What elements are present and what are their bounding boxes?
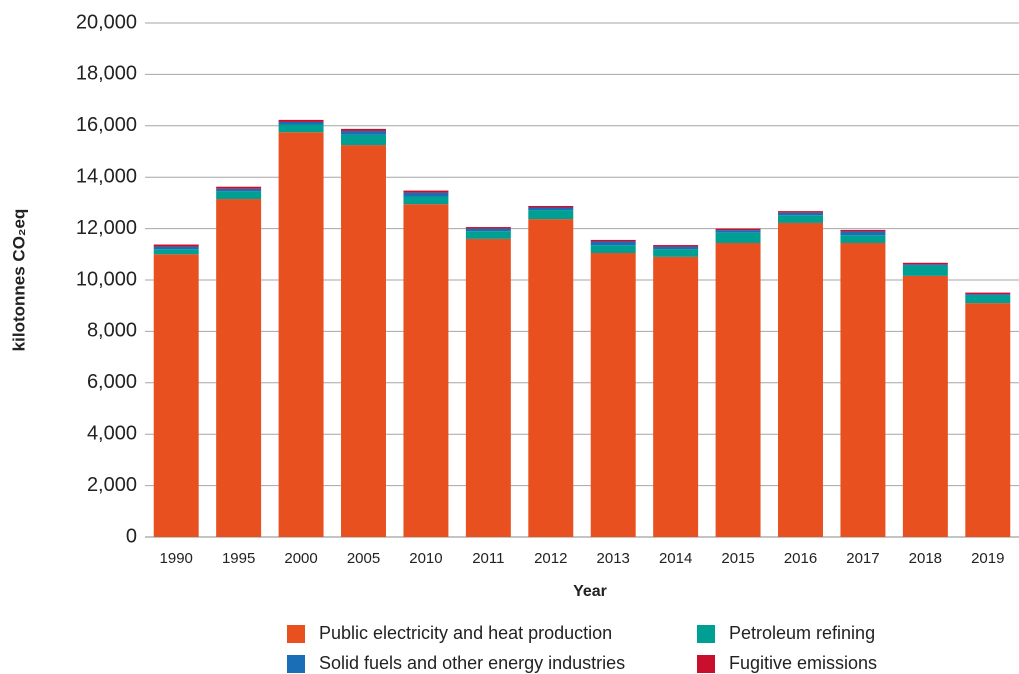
bar-segment bbox=[403, 204, 449, 537]
y-tick-label: 8,000 bbox=[87, 320, 137, 342]
bar-segment bbox=[341, 145, 386, 537]
x-tick-label: 2012 bbox=[534, 550, 567, 567]
bar-segment bbox=[278, 132, 324, 537]
bar-segment bbox=[653, 245, 699, 247]
bar-segment bbox=[965, 303, 1011, 537]
y-tick-label: 20,000 bbox=[76, 11, 137, 33]
bar-segment bbox=[528, 207, 574, 211]
bar-segment bbox=[902, 275, 948, 537]
legend-label: Petroleum refining bbox=[729, 623, 875, 643]
x-tick-label: 2016 bbox=[784, 550, 817, 567]
bar-segment bbox=[965, 295, 1011, 304]
y-tick-label: 18,000 bbox=[76, 63, 137, 85]
x-tick-label: 2000 bbox=[284, 550, 317, 567]
bar-segment bbox=[902, 265, 948, 276]
bar-segment bbox=[590, 241, 636, 246]
bar-segment bbox=[840, 229, 886, 232]
bar-segment bbox=[778, 211, 823, 213]
bar-segment bbox=[653, 246, 699, 250]
y-tick-label: 6,000 bbox=[87, 371, 137, 393]
y-tick-label: 12,000 bbox=[76, 217, 137, 239]
bar-segment bbox=[465, 228, 511, 232]
x-tick-label: 2013 bbox=[597, 550, 630, 567]
bar-segment bbox=[341, 134, 386, 146]
x-tick-label: 2018 bbox=[909, 550, 942, 567]
y-tick-label: 16,000 bbox=[76, 114, 137, 136]
bar-segment bbox=[590, 245, 636, 254]
bar-segment bbox=[216, 188, 262, 192]
bar-segment bbox=[465, 238, 511, 537]
bar-segment bbox=[840, 235, 886, 243]
x-tick-label: 2011 bbox=[472, 550, 504, 567]
y-axis-label: kilotonnes CO₂eq bbox=[9, 209, 28, 352]
bar-segment bbox=[840, 231, 886, 236]
bar-segment bbox=[528, 210, 574, 220]
legend-label: Solid fuels and other energy industries bbox=[319, 653, 625, 673]
y-tick-label: 14,000 bbox=[76, 165, 137, 187]
bar-segment bbox=[715, 230, 761, 233]
bar-segment bbox=[465, 227, 511, 229]
legend-swatch bbox=[697, 625, 715, 643]
x-tick-label: 2005 bbox=[347, 550, 380, 567]
bar-segment bbox=[528, 205, 574, 208]
x-tick-label: 1990 bbox=[160, 550, 193, 567]
x-tick-label: 2010 bbox=[409, 550, 442, 567]
x-tick-label: 2014 bbox=[659, 550, 692, 567]
legend-label: Public electricity and heat production bbox=[319, 623, 612, 643]
y-tick-label: 0 bbox=[126, 525, 137, 547]
bar-segment bbox=[216, 199, 262, 538]
bar-segment bbox=[278, 121, 324, 125]
legend-swatch bbox=[697, 655, 715, 673]
legend-label: Fugitive emissions bbox=[729, 653, 877, 673]
bar-segment bbox=[590, 239, 636, 242]
bar-segment bbox=[278, 124, 324, 133]
bar-segment bbox=[965, 292, 1011, 295]
y-tick-label: 2,000 bbox=[87, 474, 137, 496]
bar-segment bbox=[778, 222, 823, 538]
bar-segment bbox=[840, 242, 886, 537]
y-tick-label: 10,000 bbox=[76, 268, 137, 290]
bar-segment bbox=[902, 262, 948, 265]
bar-segment bbox=[965, 294, 1011, 296]
bar-segment bbox=[778, 212, 823, 216]
bar-segment bbox=[715, 242, 761, 537]
bar-segment bbox=[278, 119, 324, 122]
bar-segment bbox=[653, 249, 699, 257]
x-tick-label: 2017 bbox=[846, 550, 879, 567]
x-tick-label: 2015 bbox=[721, 550, 754, 567]
bar-segment bbox=[902, 264, 948, 266]
bar-segment bbox=[590, 253, 636, 537]
bar-segment bbox=[341, 128, 386, 131]
bar-segment bbox=[528, 219, 574, 537]
bar-segment bbox=[153, 246, 199, 250]
legend-swatch bbox=[287, 625, 305, 643]
bar-segment bbox=[403, 196, 449, 205]
bar-segment bbox=[778, 215, 823, 223]
bar-segment bbox=[153, 244, 199, 247]
bar-segment bbox=[216, 191, 262, 200]
x-axis-label: Year bbox=[573, 583, 607, 600]
bar-segment bbox=[403, 192, 449, 197]
x-tick-label: 1995 bbox=[222, 550, 255, 567]
bar-segment bbox=[715, 232, 761, 243]
y-tick-label: 4,000 bbox=[87, 422, 137, 444]
bar-segment bbox=[653, 256, 699, 537]
bar-segment bbox=[216, 186, 262, 189]
bar-segment bbox=[153, 249, 199, 255]
x-tick-label: 2019 bbox=[971, 550, 1004, 567]
bar-segment bbox=[465, 231, 511, 239]
bar-segment bbox=[153, 254, 199, 538]
bar-segment bbox=[341, 130, 386, 135]
bar-segment bbox=[403, 190, 449, 193]
legend-swatch bbox=[287, 655, 305, 673]
bar-segment bbox=[715, 228, 761, 231]
